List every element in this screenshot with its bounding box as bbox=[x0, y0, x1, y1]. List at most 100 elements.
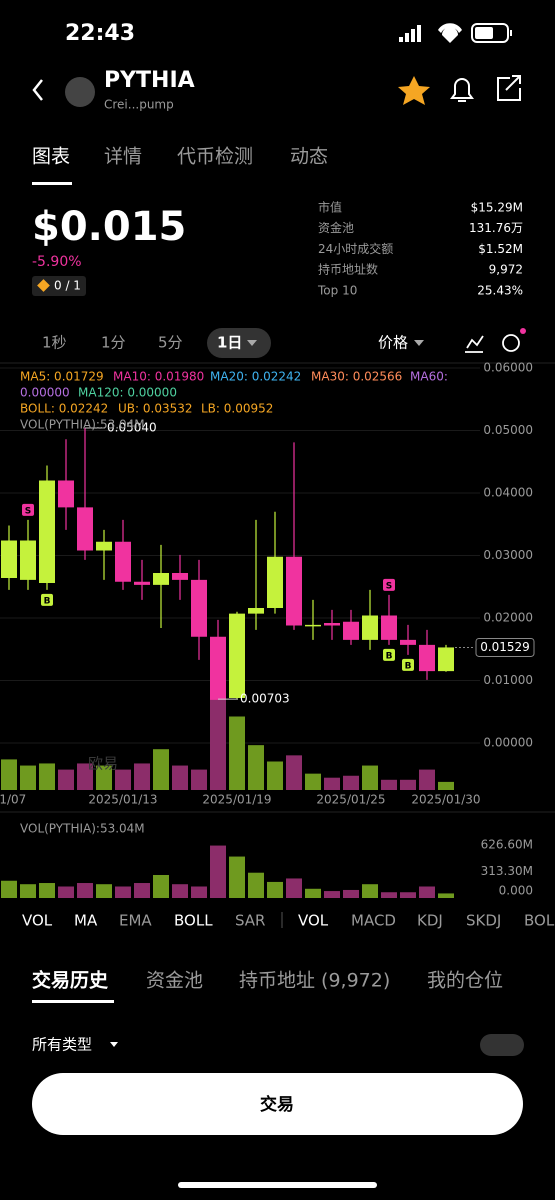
toggle[interactable] bbox=[480, 1034, 524, 1056]
volume-bar bbox=[20, 884, 36, 898]
candle-body bbox=[153, 573, 169, 585]
candle-body bbox=[1, 540, 17, 578]
indicator-tab[interactable]: VOL bbox=[22, 912, 53, 930]
price-toggle[interactable]: 价格 bbox=[378, 334, 408, 352]
vol-label: VOL(PYTHIA):53.04M bbox=[20, 822, 145, 836]
price-change: -5.90% bbox=[32, 254, 82, 270]
section-tab[interactable]: 交易历史 bbox=[32, 969, 109, 992]
tab-underline bbox=[32, 182, 72, 185]
volume-bar bbox=[210, 845, 226, 898]
settings-dot bbox=[520, 328, 526, 334]
current-price-label: 0.01529 bbox=[480, 640, 530, 654]
volume-bar bbox=[324, 777, 340, 790]
tab[interactable]: 代币检测 bbox=[177, 146, 253, 168]
y-tick-label: 0.04000 bbox=[483, 486, 533, 500]
trade-button[interactable] bbox=[32, 1073, 523, 1135]
indicator-tab[interactable]: BOLL bbox=[524, 912, 555, 930]
token-address: Crei...pump bbox=[104, 98, 174, 112]
indicator-value: MA20: 0.02242 bbox=[210, 370, 301, 384]
interval[interactable]: 1日 bbox=[217, 334, 242, 352]
volume-bar bbox=[324, 891, 340, 898]
dropdown-arrow bbox=[247, 340, 257, 346]
x-tick-label: 2025/01/13 bbox=[88, 793, 157, 807]
indicator-tab[interactable]: VOL bbox=[298, 912, 329, 930]
candle-body bbox=[248, 608, 264, 614]
volume-bar bbox=[286, 878, 302, 898]
y-tick-label: 0.06000 bbox=[483, 361, 533, 375]
stat-value: $15.29M bbox=[471, 201, 523, 215]
stat-value: 9,972 bbox=[489, 263, 523, 277]
volume-bar bbox=[134, 763, 150, 790]
volume-bar bbox=[381, 892, 397, 898]
volume-bar bbox=[248, 745, 264, 790]
indicator-value: MA10: 0.01980 bbox=[113, 370, 204, 384]
candle-body bbox=[20, 540, 36, 580]
current-price-box bbox=[475, 637, 535, 657]
volume-bar bbox=[153, 874, 169, 898]
dropdown-arrow bbox=[414, 340, 424, 346]
indicator-tab[interactable]: BOLL bbox=[174, 912, 213, 930]
volume-bar bbox=[191, 886, 207, 898]
stat-label: Top 10 bbox=[317, 283, 357, 297]
interval[interactable]: 1分 bbox=[101, 334, 126, 352]
volume-bar bbox=[96, 765, 112, 790]
trade-marker-label: S bbox=[386, 581, 392, 591]
indicator-value: MA5: 0.01729 bbox=[20, 370, 104, 384]
indicator-value: MA120: 0.00000 bbox=[78, 386, 177, 400]
x-tick-label: 2025/01/25 bbox=[316, 793, 385, 807]
volume-bar bbox=[115, 886, 131, 898]
indicator-tab[interactable]: MACD bbox=[351, 912, 396, 930]
stat-label: 市值 bbox=[318, 200, 342, 215]
volume-bar bbox=[58, 769, 74, 790]
volume-bar bbox=[153, 749, 169, 790]
back-button[interactable] bbox=[32, 79, 43, 101]
volume-bar bbox=[362, 884, 378, 898]
badge-icon bbox=[37, 279, 50, 292]
volume-bar bbox=[305, 888, 321, 898]
stat-value: 25.43% bbox=[477, 283, 523, 297]
tab[interactable]: 详情 bbox=[104, 146, 142, 168]
trade-marker bbox=[402, 658, 414, 671]
alert[interactable] bbox=[450, 78, 474, 102]
candle-body bbox=[210, 636, 226, 700]
volume-bar bbox=[191, 769, 207, 790]
settings-icon[interactable] bbox=[502, 334, 520, 352]
volume-bar bbox=[267, 761, 283, 790]
volume-bar bbox=[248, 872, 264, 898]
section-tab[interactable]: 持币地址 (9,972) bbox=[239, 970, 390, 992]
candle-body bbox=[58, 480, 74, 508]
tab[interactable]: 图表 bbox=[32, 146, 70, 168]
section-tab[interactable]: 我的仓位 bbox=[427, 970, 503, 992]
indicator-value: LB: 0.00952 bbox=[201, 402, 273, 416]
status-icons bbox=[399, 23, 512, 43]
y-tick-label: 0.03000 bbox=[483, 548, 533, 562]
interval-active-bg bbox=[207, 328, 271, 358]
vol-tick-label: 313.30M bbox=[481, 864, 533, 878]
indicator-tab[interactable]: EMA bbox=[119, 912, 152, 930]
section-underline bbox=[32, 1000, 114, 1003]
candle-body bbox=[305, 624, 321, 627]
volume-bar bbox=[172, 765, 188, 790]
filter[interactable]: 所有类型 bbox=[32, 1036, 92, 1054]
indicator-icon[interactable] bbox=[465, 335, 484, 353]
interval[interactable]: 1秒 bbox=[42, 334, 67, 352]
indicator-tab[interactable]: SAR bbox=[235, 912, 265, 930]
candle-body bbox=[96, 541, 112, 551]
favorite[interactable] bbox=[398, 76, 430, 105]
volume-bar bbox=[96, 884, 112, 898]
candle-body bbox=[172, 573, 188, 580]
candle-body bbox=[419, 644, 435, 672]
share[interactable] bbox=[497, 75, 521, 101]
stat-value: $1.52M bbox=[478, 242, 523, 256]
indicator-tab[interactable]: SKDJ bbox=[466, 912, 501, 930]
volume-bar bbox=[438, 781, 454, 790]
tab[interactable]: 动态 bbox=[290, 146, 328, 168]
section-tab[interactable]: 资金池 bbox=[146, 970, 203, 992]
badge: 0 / 1 bbox=[54, 279, 81, 293]
indicator-tab[interactable]: KDJ bbox=[417, 912, 443, 930]
interval[interactable]: 5分 bbox=[158, 334, 183, 352]
indicator-tab[interactable]: MA bbox=[74, 912, 98, 930]
volume-bar bbox=[419, 886, 435, 898]
volume-bar bbox=[343, 775, 359, 790]
x-tick-label: 2025/01/30 bbox=[411, 793, 480, 807]
